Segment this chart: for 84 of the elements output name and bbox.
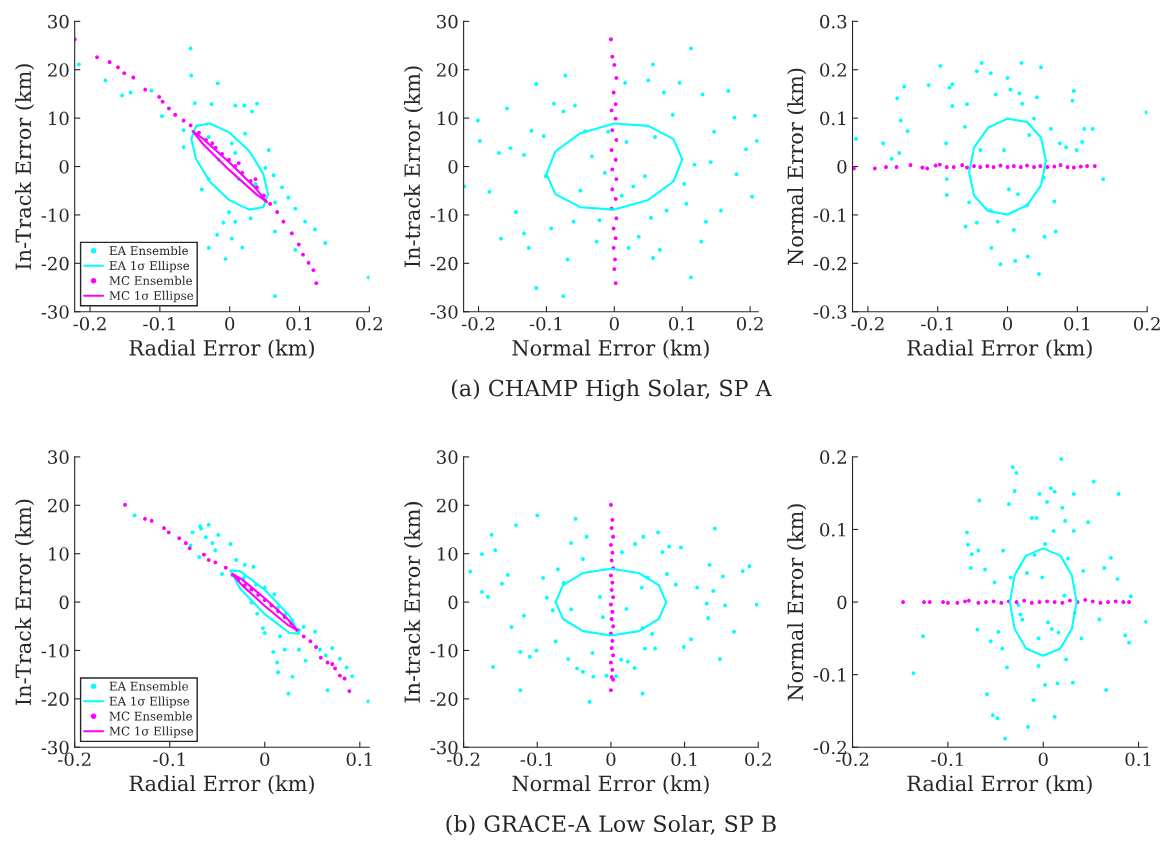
text: (a) CHAMP High Solar, SP A — [451, 379, 772, 402]
y-tick-label: -20 — [41, 692, 69, 706]
x-axis-title: Radial Error (km) — [129, 775, 314, 795]
y-tick-label: -10 — [41, 643, 69, 658]
y-tick-label: 0.1 — [820, 111, 846, 126]
y-tick-label: 0.1 — [820, 522, 846, 537]
x-tick-label: 0 — [606, 752, 616, 767]
x-tick-label: -0.2 — [461, 316, 495, 331]
x-tick-label: 0.1 — [1125, 752, 1151, 767]
y-tick-label: 0 — [837, 595, 847, 610]
x-tick-label: -0.1 — [921, 316, 953, 331]
x-tick-label: 0.1 — [669, 316, 694, 331]
y-tick-label: -0.1 — [813, 668, 846, 682]
y-tick-label: 10 — [49, 547, 69, 561]
y-tick-label: 20 — [436, 63, 458, 77]
y-tick-label: -20 — [430, 692, 458, 706]
y-tick-label: 30 — [48, 14, 69, 29]
y-tick-label: -10 — [430, 208, 458, 223]
y-tick-label: 0 — [59, 159, 69, 174]
y-tick-label: 20 — [48, 498, 69, 513]
y-tick-label: 10 — [49, 111, 69, 126]
x-tick-label: 0 — [1002, 316, 1013, 331]
x-tick-label: 0 — [225, 316, 235, 331]
y-tick-label: 20 — [48, 63, 69, 77]
legend-label: MC Ensemble — [109, 275, 192, 286]
legend-label: EA Ensemble — [109, 681, 189, 691]
y-tick-label: -0.1 — [813, 208, 846, 223]
x-tick-label: -0.2 — [73, 316, 106, 331]
y-axis-title: Normal Error (km) — [787, 504, 807, 701]
x-tick-label: 0.2 — [1133, 316, 1160, 331]
y-tick-label: -10 — [41, 208, 69, 223]
x-tick-label: -0.1 — [143, 316, 175, 331]
y-tick-label: 0 — [448, 159, 458, 174]
legend-label: EA 1σ Ellipse — [109, 696, 190, 708]
text: (b) GRACE-A Low Solar, SP B — [446, 814, 776, 836]
legend-label: EA 1σ Ellipse — [109, 260, 190, 273]
x-tick-label: -0.1 — [529, 316, 562, 331]
y-axis-title: Normal Error (km) — [787, 68, 807, 266]
y-tick-label: 30 — [48, 450, 69, 465]
y-tick-label: 30 — [437, 14, 458, 29]
x-tick-label: 0 — [260, 752, 270, 767]
x-tick-label: 0 — [609, 316, 619, 331]
y-tick-label: -20 — [430, 256, 458, 271]
x-tick-label: 0.2 — [736, 316, 763, 331]
y-tick-label: 20 — [436, 498, 458, 513]
y-tick-label: 30 — [437, 450, 458, 465]
x-tick-label: 0.1 — [286, 316, 312, 331]
y-tick-label: 0 — [448, 595, 458, 610]
x-tick-label: -0.1 — [153, 752, 185, 767]
y-tick-label: 0.2 — [820, 63, 846, 77]
y-tick-label: -0.2 — [813, 256, 846, 271]
y-tick-label: -30 — [430, 305, 458, 319]
x-tick-label: -0.2 — [851, 316, 884, 331]
legend-label: EA Ensemble — [109, 245, 189, 256]
x-tick-label: 0.1 — [346, 752, 372, 767]
y-tick-label: 10 — [437, 111, 458, 126]
x-tick-label: 0.2 — [356, 316, 382, 331]
y-tick-label: -10 — [430, 643, 458, 658]
y-tick-label: 0.3 — [820, 14, 847, 29]
y-tick-label: -20 — [41, 256, 69, 271]
y-axis-title: In-track Error (km) — [403, 66, 424, 267]
y-tick-label: -30 — [41, 305, 69, 319]
x-axis-title: Radial Error (km) — [907, 339, 1092, 359]
y-tick-label: -0.3 — [813, 305, 847, 319]
y-tick-label: 0.2 — [820, 450, 846, 465]
y-tick-label: 0 — [59, 595, 69, 610]
x-tick-label: -0.1 — [931, 752, 963, 767]
x-axis-title: Radial Error (km) — [129, 339, 314, 359]
x-tick-label: 0.2 — [745, 752, 771, 767]
x-tick-label: -0.1 — [520, 752, 553, 767]
legend-label: MC 1σ Ellipse — [109, 726, 194, 738]
y-tick-label: 0 — [837, 159, 847, 174]
y-axis-title: In-track Error (km) — [403, 502, 424, 703]
y-axis-title: In-Track Error (km) — [15, 499, 35, 705]
x-axis-title: Normal Error (km) — [512, 339, 709, 359]
x-axis-title: Normal Error (km) — [512, 775, 709, 795]
x-tick-label: 0 — [1038, 752, 1048, 767]
x-tick-label: 0.1 — [671, 752, 697, 767]
y-tick-label: 10 — [437, 547, 458, 561]
x-tick-label: 0.1 — [1064, 316, 1090, 331]
legend-label: MC Ensemble — [109, 711, 192, 721]
legend-label: MC 1σ Ellipse — [109, 290, 194, 303]
y-axis-title: In-Track Error (km) — [15, 64, 35, 270]
x-axis-title: Radial Error (km) — [907, 775, 1092, 795]
